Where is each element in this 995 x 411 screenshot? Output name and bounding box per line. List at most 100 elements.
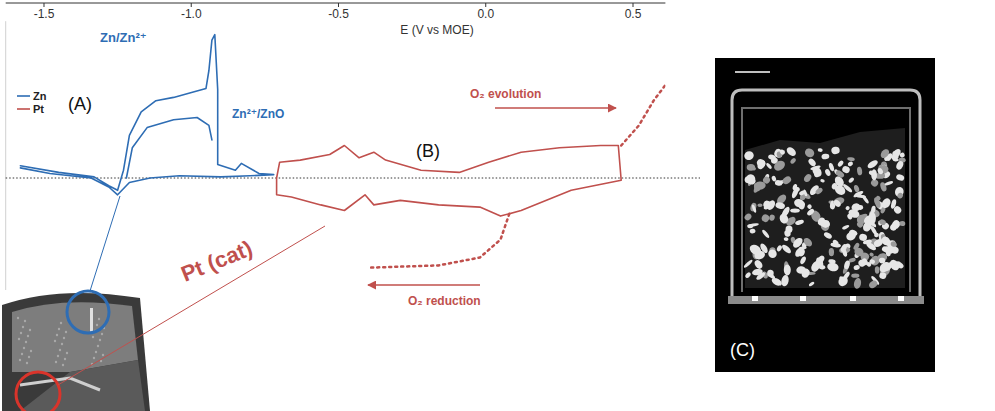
ct-particle (861, 257, 869, 266)
battery-texture (25, 341, 27, 343)
ct-particle (821, 153, 829, 159)
ct-particle (798, 202, 805, 209)
ct-contact (850, 296, 856, 301)
ct-particle (853, 184, 860, 193)
panel-label: (C) (730, 340, 755, 360)
battery-texture (64, 358, 66, 360)
x-tick-label: -1.0 (181, 7, 202, 21)
ct-particle (762, 175, 772, 185)
legend-label: Zn (33, 90, 47, 102)
battery-texture (54, 340, 56, 342)
ct-particle (743, 212, 753, 221)
ct-particle (751, 204, 757, 213)
annotation: (A) (68, 94, 92, 114)
ct-particle (879, 272, 888, 280)
ct-particle (899, 152, 905, 158)
ct-particle (802, 236, 814, 248)
annotation: O₂ evolution (470, 87, 541, 101)
ct-particle (771, 175, 777, 182)
ct-can-inner (742, 108, 910, 292)
annotation: Zn²⁺/ZnO (232, 107, 284, 121)
ct-particle (819, 265, 825, 270)
ct-particle (781, 175, 792, 186)
ct-particle (891, 150, 899, 160)
ct-particle (856, 214, 865, 225)
leader-zn (90, 196, 120, 291)
legend-label: Pt (33, 103, 44, 115)
ct-particle (837, 160, 845, 168)
ct-particle (871, 169, 877, 180)
ct-particle (806, 208, 815, 217)
ct-particle (859, 233, 868, 241)
ct-particle (755, 271, 766, 281)
battery-texture (55, 361, 57, 363)
ct-particle (747, 164, 756, 171)
annotation: Zn/Zn²⁺ (100, 30, 147, 45)
ct-particle (784, 264, 791, 275)
ct-particle (879, 257, 886, 263)
battery-pin (90, 308, 93, 332)
battery-texture (95, 351, 97, 353)
ct-particle (784, 237, 789, 241)
ct-particle (790, 208, 800, 212)
ct-particle (897, 192, 904, 200)
battery-anode (12, 302, 138, 372)
ct-particle (853, 277, 862, 289)
ct-particle (781, 243, 793, 254)
battery-base (20, 360, 145, 411)
ct-contact (800, 296, 806, 301)
annotation: Pt (cat) (178, 236, 256, 287)
ct-particle (743, 150, 755, 162)
ct-particle (879, 148, 891, 160)
battery-shell (2, 293, 150, 411)
ct-particle (833, 183, 847, 197)
ct-particle (889, 223, 897, 231)
ct-particle (747, 224, 753, 228)
y-range-line (5, 21, 6, 290)
ct-particle (799, 256, 807, 265)
ct-particle (870, 205, 876, 213)
ct-particle (778, 212, 789, 224)
annotations: Zn/Zn²⁺Zn²⁺/ZnO(A)(B)O₂ evolutionO₂ redu… (68, 30, 541, 308)
battery-texture (102, 354, 104, 356)
ct-particle (775, 201, 786, 210)
ct-particle (820, 219, 831, 228)
ct-particle (775, 180, 783, 187)
ct-particle (767, 269, 774, 277)
battery-texture (58, 328, 60, 330)
ct-particle (875, 266, 880, 273)
x-tick-label: 0.0 (477, 7, 494, 21)
battery-texture (66, 352, 68, 354)
ct-particle (765, 162, 772, 170)
ct-particle (747, 223, 759, 228)
annotation: (B) (416, 141, 440, 161)
x-tick-label: 0.5 (625, 7, 642, 21)
ct-particle (753, 259, 764, 270)
battery-texture (61, 343, 63, 345)
ct-particle (853, 264, 860, 270)
ct-particle (791, 236, 804, 249)
ct-particle (856, 166, 862, 175)
ct-particle (798, 201, 806, 210)
ct-particle (810, 165, 823, 179)
ct-particle (820, 179, 825, 183)
battery-texture (93, 357, 95, 359)
battery-texture (27, 335, 29, 337)
x-axis-title: E (V vs MOE) (400, 23, 473, 37)
ct-anode-region (745, 128, 905, 288)
ct-background (715, 58, 935, 372)
battery-texture (59, 349, 61, 351)
battery-texture (21, 353, 23, 355)
leader-pt (58, 226, 325, 385)
ct-particle (759, 242, 769, 254)
ct-particle (767, 248, 779, 260)
series-line (277, 146, 622, 217)
ct-particle (845, 205, 851, 211)
ct-particle (745, 173, 756, 183)
scale-bar (735, 71, 770, 73)
series-line (621, 85, 665, 146)
ct-particle (815, 187, 824, 196)
ct-particle (806, 204, 812, 210)
ct-particle (842, 224, 850, 230)
ct-particle (770, 276, 783, 287)
